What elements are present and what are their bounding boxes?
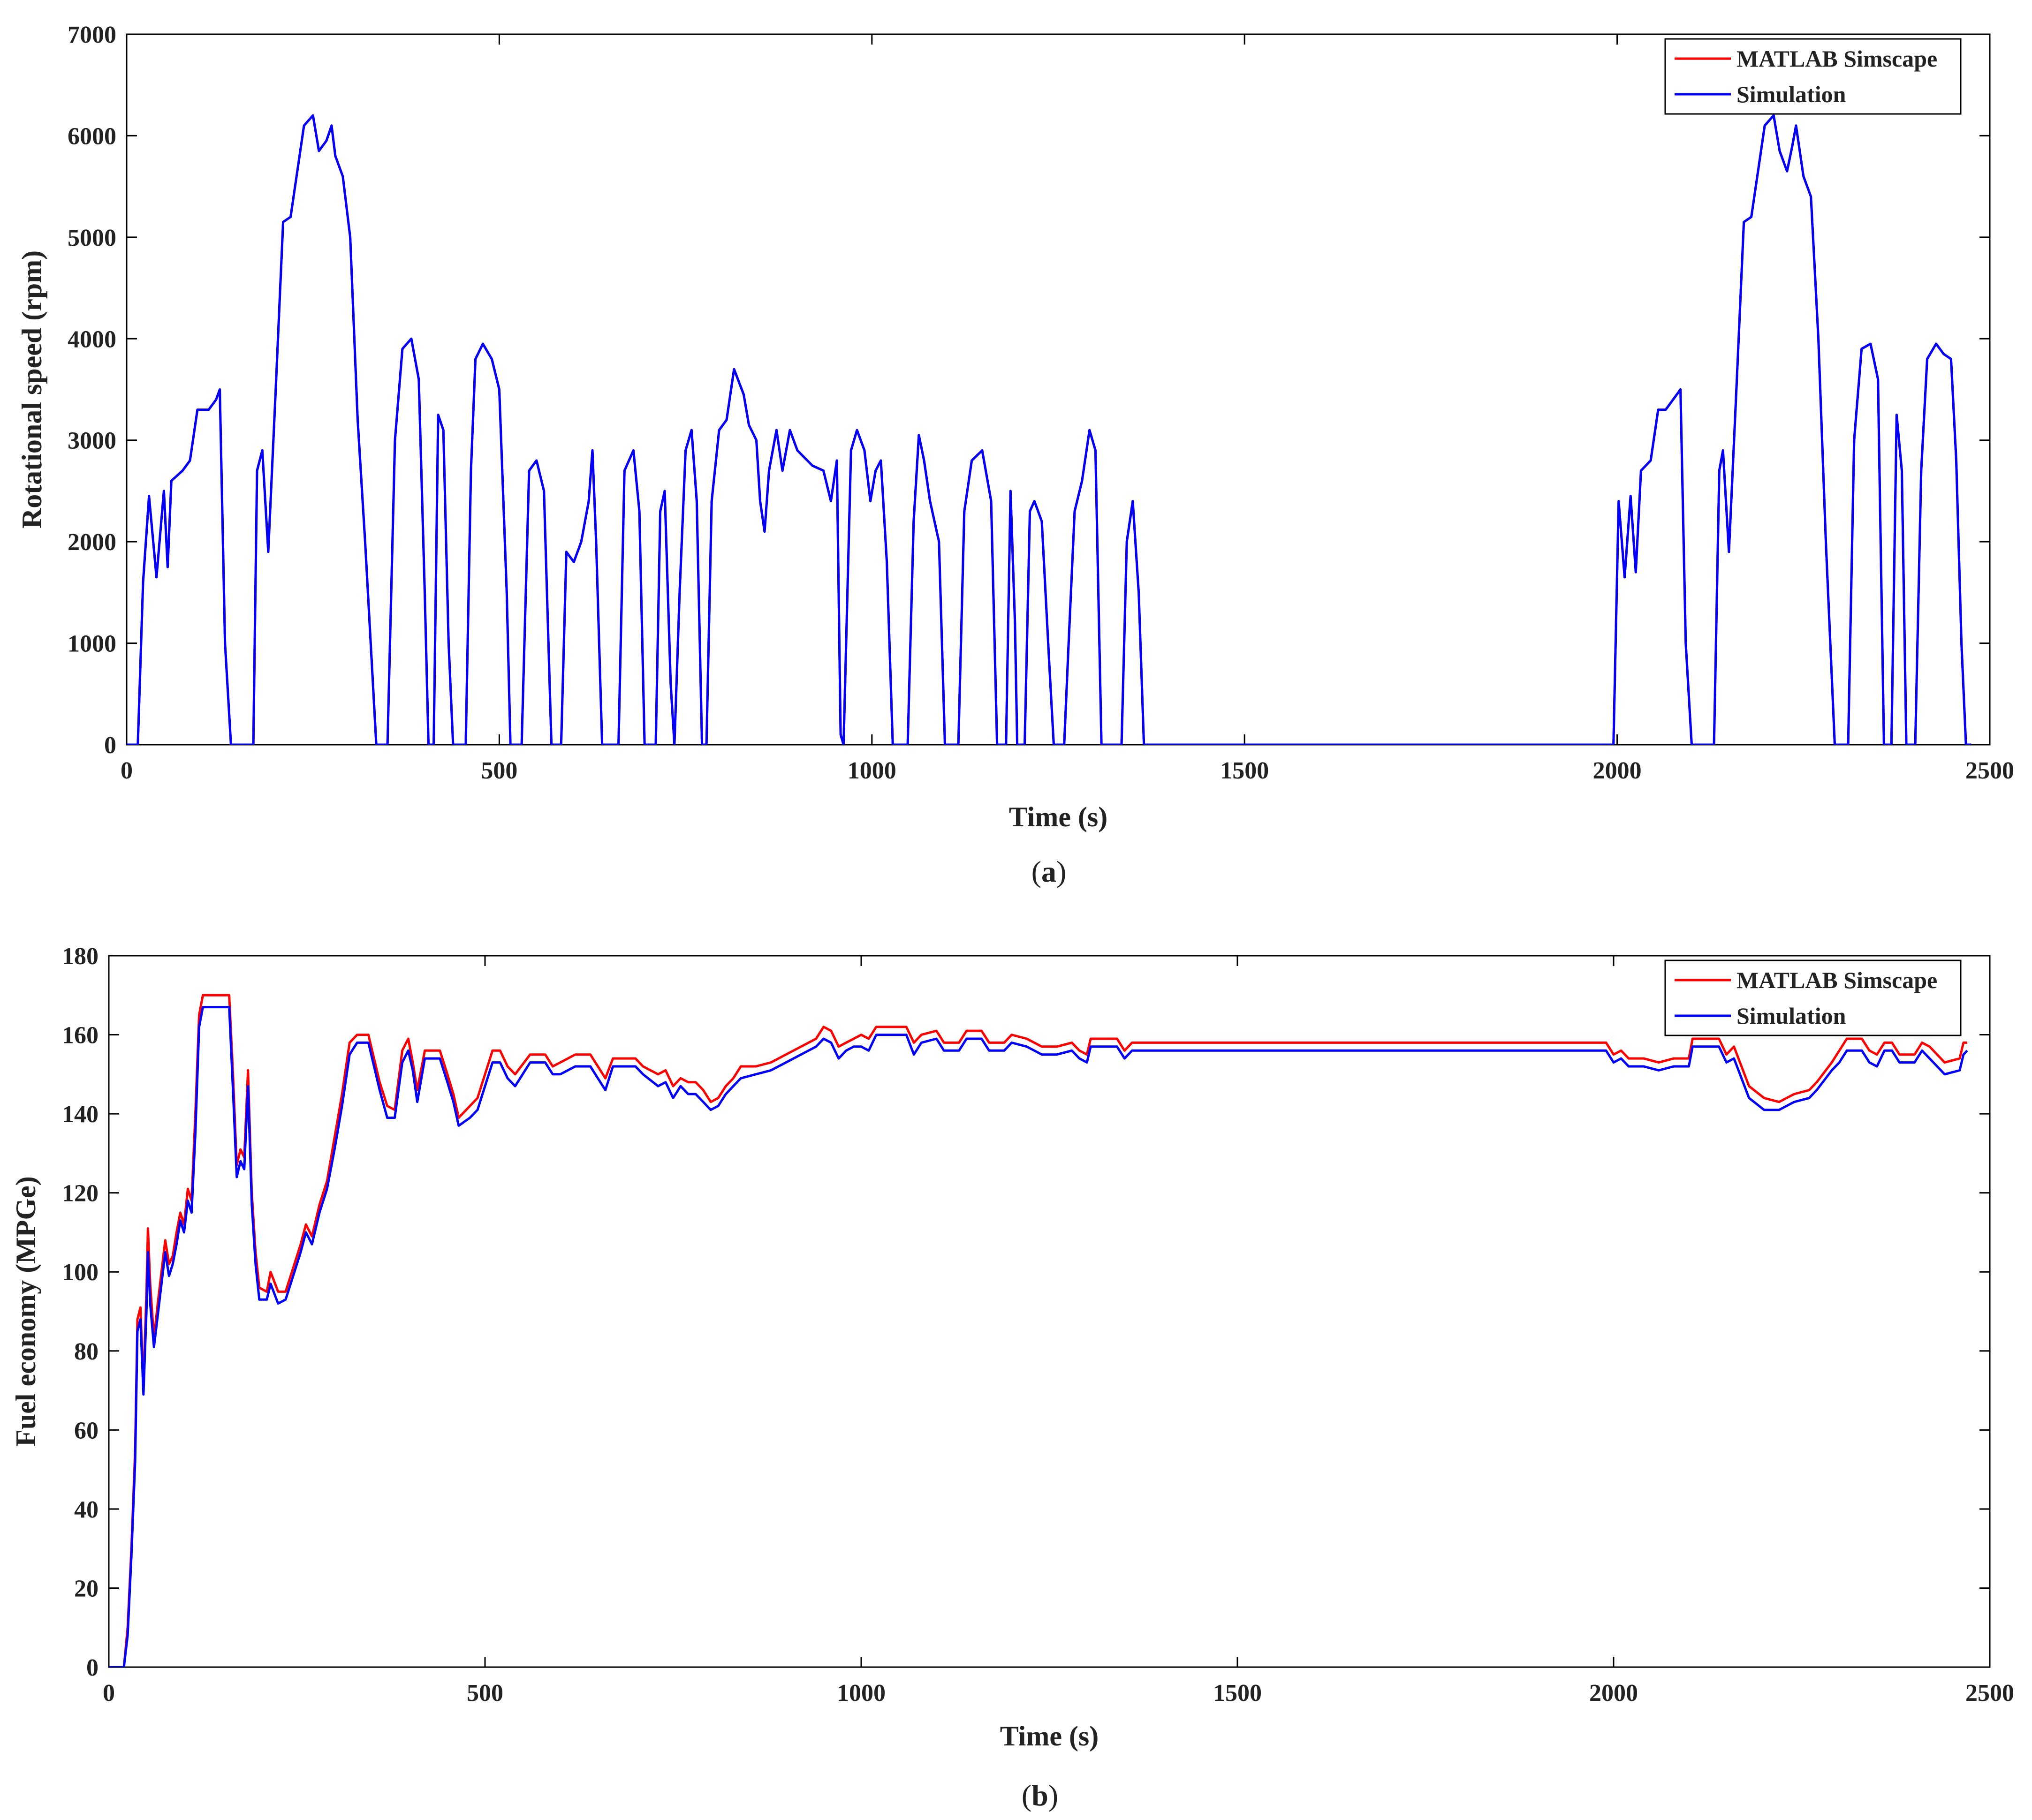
caption-close-paren: ) (1056, 855, 1066, 888)
y-tick-label: 2000 (68, 529, 116, 556)
y-tick-label: 5000 (68, 225, 116, 251)
figure-caption: (b) (1022, 1779, 1058, 1812)
y-tick-label: 60 (74, 1417, 99, 1444)
x-tick-label: 2000 (1593, 757, 1642, 784)
y-tick-label: 3000 (68, 428, 116, 454)
chart-a: 0 500 1000 1500 2000 2500 0 1000 2000 3000 4000 500… (16, 22, 2014, 888)
y-tick-label: 0 (104, 732, 116, 759)
x-tick-label: 500 (467, 1680, 503, 1707)
y-tick-label: 120 (62, 1180, 99, 1207)
y-tick-label: 4000 (68, 326, 116, 353)
x-tick-label: 0 (103, 1680, 115, 1707)
x-tick-label: 2000 (1589, 1680, 1638, 1707)
y-tick-label: 160 (62, 1022, 99, 1049)
y-tick-label: 20 (74, 1575, 99, 1602)
plot-area (126, 33, 1991, 746)
x-tick-label: 2500 (1965, 757, 2014, 784)
legend-label: Simulation (1736, 1003, 1846, 1029)
series-line-simulation (109, 1006, 1968, 1667)
legend-label: MATLAB Simscape (1736, 967, 1937, 993)
caption-close-paren: ) (1048, 1779, 1058, 1812)
x-tick-label: 1500 (1213, 1680, 1262, 1707)
series-line-simulation (127, 114, 1971, 745)
caption-letter: a (1041, 855, 1056, 888)
y-tick-label: 0 (86, 1654, 99, 1681)
y-tick-label: 140 (62, 1101, 99, 1128)
figure-caption: (a) (1031, 855, 1067, 888)
x-tick-label: 0 (121, 757, 133, 784)
y-tick-label: 6000 (68, 123, 116, 150)
legend-label: Simulation (1736, 81, 1846, 107)
x-tick-label: 500 (481, 757, 517, 784)
y-tick-label: 100 (62, 1259, 99, 1286)
x-tick-label: 1500 (1220, 757, 1269, 784)
y-tick-label: 80 (74, 1338, 99, 1365)
y-axis-label: Rotational speed (rpm) (16, 250, 47, 529)
y-tick-label: 180 (62, 943, 99, 970)
caption-open-paren: ( (1031, 855, 1041, 888)
y-tick-label: 40 (74, 1496, 99, 1523)
legend-label: MATLAB Simscape (1736, 45, 1937, 72)
plot-area (108, 955, 1991, 1668)
y-axis-label: Fuel economy (MPGe) (10, 1176, 41, 1446)
legend-box (1664, 38, 1962, 115)
y-tick-label: 7000 (68, 22, 116, 48)
caption-letter: b (1031, 1779, 1048, 1812)
x-tick-label: 1000 (837, 1680, 886, 1707)
y-tick-label: 1000 (68, 631, 116, 657)
x-tick-label: 1000 (848, 757, 896, 784)
legend-box (1664, 959, 1962, 1036)
x-tick-label: 2500 (1965, 1680, 2014, 1707)
x-axis-label: Time (s) (1009, 801, 1108, 832)
x-axis-label: Time (s) (1000, 1721, 1099, 1752)
caption-open-paren: ( (1022, 1779, 1031, 1812)
chart-b: 0 500 1000 1500 2000 2500 0 20 40 60 80 100 120 140 16… (10, 943, 2014, 1812)
